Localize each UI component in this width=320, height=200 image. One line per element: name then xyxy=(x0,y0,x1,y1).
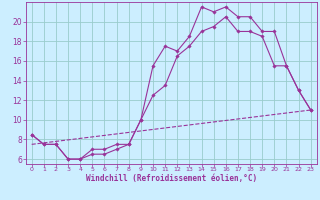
X-axis label: Windchill (Refroidissement éolien,°C): Windchill (Refroidissement éolien,°C) xyxy=(86,174,257,183)
